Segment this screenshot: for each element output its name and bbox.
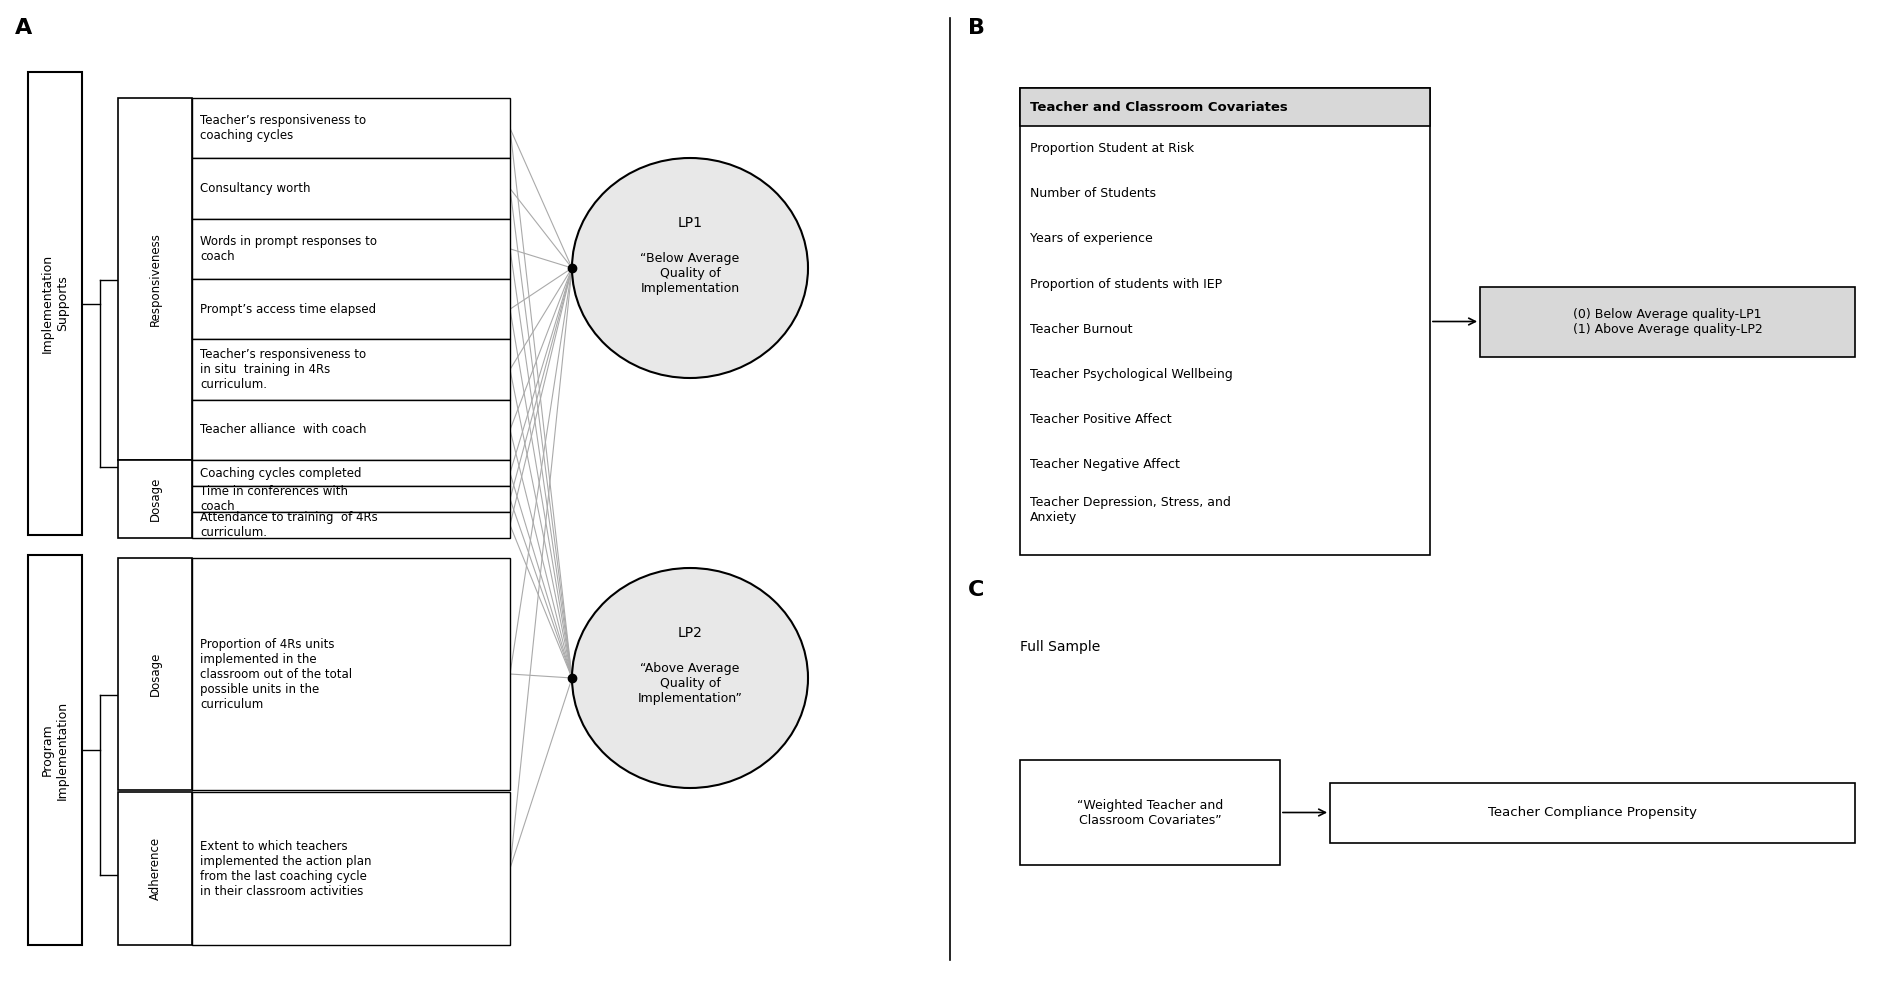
Text: Adherence: Adherence xyxy=(148,837,162,900)
Text: “Weighted Teacher and
Classroom Covariates”: “Weighted Teacher and Classroom Covariat… xyxy=(1077,799,1224,827)
Text: Proportion of 4Rs units
implemented in the
classroom out of the total
possible u: Proportion of 4Rs units implemented in t… xyxy=(200,637,352,710)
FancyBboxPatch shape xyxy=(192,486,509,512)
Text: “Above Average
Quality of
Implementation”: “Above Average Quality of Implementation… xyxy=(638,661,743,704)
FancyBboxPatch shape xyxy=(28,72,82,535)
Text: Attendance to training  of 4Rs
curriculum.: Attendance to training of 4Rs curriculum… xyxy=(200,511,378,539)
Text: Teacher’s responsiveness to
in situ  training in 4Rs
curriculum.: Teacher’s responsiveness to in situ trai… xyxy=(200,348,367,391)
Text: Implementation
Supports: Implementation Supports xyxy=(42,254,68,353)
FancyBboxPatch shape xyxy=(118,460,192,538)
FancyBboxPatch shape xyxy=(118,558,192,790)
Text: Teacher and Classroom Covariates: Teacher and Classroom Covariates xyxy=(1030,101,1288,114)
Text: Teacher Negative Affect: Teacher Negative Affect xyxy=(1030,458,1180,471)
FancyBboxPatch shape xyxy=(118,98,192,460)
Text: Words in prompt responses to
coach: Words in prompt responses to coach xyxy=(200,235,376,263)
Text: Number of Students: Number of Students xyxy=(1030,187,1155,200)
Text: Years of experience: Years of experience xyxy=(1030,232,1153,245)
FancyBboxPatch shape xyxy=(192,792,509,945)
FancyBboxPatch shape xyxy=(1330,783,1854,843)
Text: LP1: LP1 xyxy=(678,216,703,230)
FancyBboxPatch shape xyxy=(1480,287,1854,357)
Text: Responsiveness: Responsiveness xyxy=(148,232,162,326)
FancyBboxPatch shape xyxy=(192,460,509,486)
Text: Time in conferences with
coach: Time in conferences with coach xyxy=(200,485,348,513)
FancyBboxPatch shape xyxy=(118,792,192,945)
FancyBboxPatch shape xyxy=(192,558,509,790)
Text: Teacher’s responsiveness to
coaching cycles: Teacher’s responsiveness to coaching cyc… xyxy=(200,115,367,142)
Text: Program
Implementation: Program Implementation xyxy=(42,700,68,800)
Ellipse shape xyxy=(572,158,808,378)
Text: Teacher Compliance Propensity: Teacher Compliance Propensity xyxy=(1488,806,1697,819)
Text: Teacher Positive Affect: Teacher Positive Affect xyxy=(1030,413,1172,426)
FancyBboxPatch shape xyxy=(28,555,82,945)
FancyBboxPatch shape xyxy=(192,98,509,158)
FancyBboxPatch shape xyxy=(192,158,509,219)
Text: Teacher Depression, Stress, and
Anxiety: Teacher Depression, Stress, and Anxiety xyxy=(1030,496,1231,524)
FancyBboxPatch shape xyxy=(192,512,509,538)
Text: Dosage: Dosage xyxy=(148,477,162,521)
Text: LP2: LP2 xyxy=(678,626,703,640)
Text: Proportion Student at Risk: Proportion Student at Risk xyxy=(1030,142,1193,155)
Text: (0) Below Average quality-LP1
(1) Above Average quality-LP2: (0) Below Average quality-LP1 (1) Above … xyxy=(1573,308,1763,336)
FancyBboxPatch shape xyxy=(1020,88,1431,126)
Text: Teacher alliance  with coach: Teacher alliance with coach xyxy=(200,423,367,436)
FancyBboxPatch shape xyxy=(192,279,509,340)
Text: Teacher Psychological Wellbeing: Teacher Psychological Wellbeing xyxy=(1030,368,1233,380)
FancyBboxPatch shape xyxy=(192,399,509,460)
Text: A: A xyxy=(15,18,32,38)
FancyBboxPatch shape xyxy=(1020,760,1281,865)
FancyBboxPatch shape xyxy=(1020,88,1431,555)
Text: B: B xyxy=(967,18,984,38)
FancyBboxPatch shape xyxy=(192,219,509,279)
FancyBboxPatch shape xyxy=(192,340,509,399)
Text: Proportion of students with IEP: Proportion of students with IEP xyxy=(1030,278,1222,291)
Text: Consultancy worth: Consultancy worth xyxy=(200,182,310,195)
Text: C: C xyxy=(967,580,984,600)
Text: Extent to which teachers
implemented the action plan
from the last coaching cycl: Extent to which teachers implemented the… xyxy=(200,840,372,897)
Text: Teacher Burnout: Teacher Burnout xyxy=(1030,323,1132,336)
Text: Coaching cycles completed: Coaching cycles completed xyxy=(200,466,361,479)
Text: “Below Average
Quality of
Implementation: “Below Average Quality of Implementation xyxy=(640,252,739,295)
Text: Dosage: Dosage xyxy=(148,651,162,696)
Text: Full Sample: Full Sample xyxy=(1020,640,1100,654)
Ellipse shape xyxy=(572,568,808,788)
Text: Prompt’s access time elapsed: Prompt’s access time elapsed xyxy=(200,303,376,316)
